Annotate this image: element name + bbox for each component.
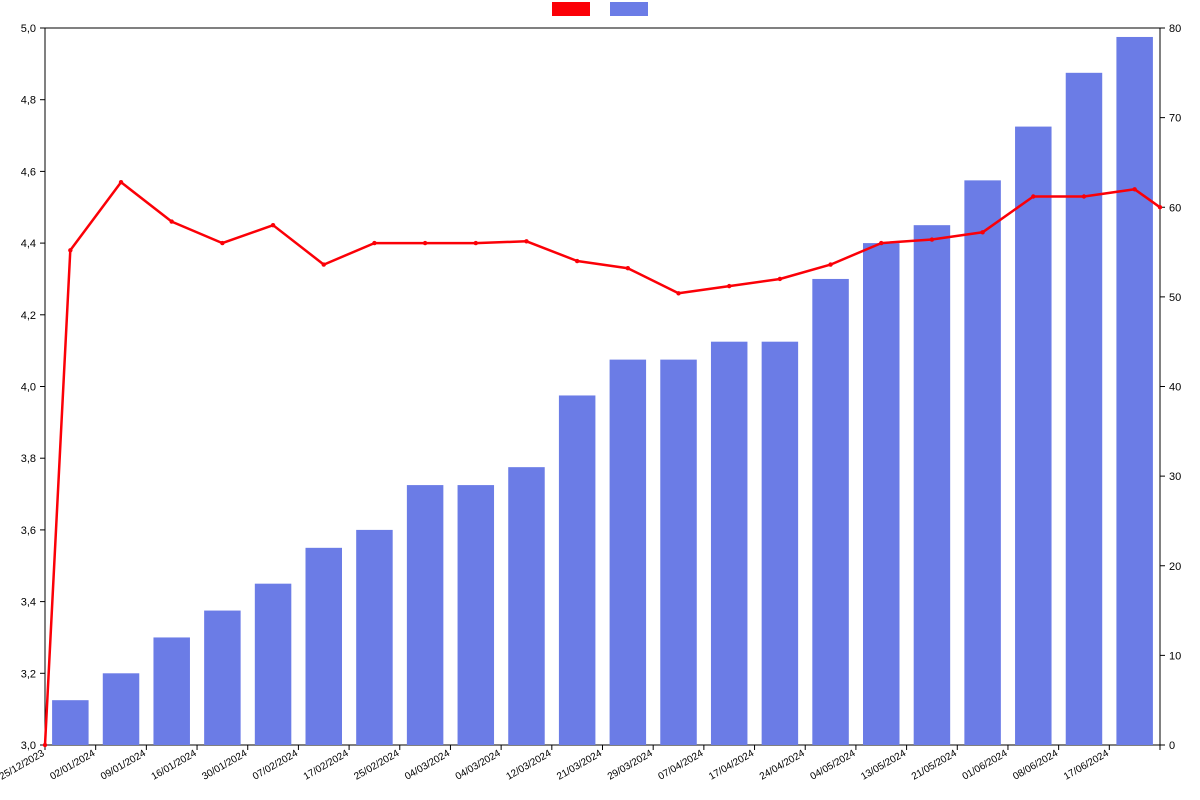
line-marker [372,241,376,245]
y-left-tick-label: 3,6 [21,525,36,537]
bar [711,342,747,745]
y-left-tick-label: 4,2 [21,310,36,322]
line-marker [778,277,782,281]
line-marker [322,262,326,266]
line-marker [879,241,883,245]
y-left-tick-label: 5,0 [21,23,36,35]
y-right-tick-label: 40 [1169,382,1181,394]
chart-svg: 3,0 3,2 3,4 3,6 3,8 4,0 4,2 4,4 4,6 4,8 5,0 0 10 20 30… [0,0,1200,800]
bar [103,673,139,745]
x-tick-label: 17/02/2024 [302,748,351,783]
bar [306,548,342,745]
legend-item-bar [610,2,648,16]
x-tick-label: 08/06/2024 [1011,748,1060,783]
x-tick-label: 17/04/2024 [707,748,756,783]
bar [458,485,494,745]
x-tick-label: 12/03/2024 [504,748,553,783]
y-left-tick-label: 3,2 [21,668,36,680]
y-left-tick-label: 4,6 [21,166,36,178]
line-marker [676,291,680,295]
y-right-tick-label: 10 [1169,650,1181,662]
bar [407,485,443,745]
line-marker [828,262,832,266]
y-right-tick-label: 20 [1169,561,1181,573]
bar [863,243,899,745]
line-marker [119,180,123,184]
combo-chart: 3,0 3,2 3,4 3,6 3,8 4,0 4,2 4,4 4,6 4,8 5,0 0 10 20 30… [0,0,1200,800]
bar [914,225,950,745]
line-marker [930,237,934,241]
y-right-tick-label: 50 [1169,292,1181,304]
bar [610,360,646,745]
line-marker [43,743,47,747]
bar [812,279,848,745]
line-marker [1132,187,1136,191]
x-tick-label: 25/12/2023 [0,748,47,783]
bar [1116,37,1152,745]
line-marker [220,241,224,245]
bar [559,395,595,745]
y-left-tick-label: 3,0 [21,740,36,752]
bar [964,180,1000,745]
line-marker [524,239,528,243]
bar [1066,73,1102,745]
x-tick-label: 17/06/2024 [1062,748,1111,783]
x-tick-label: 01/06/2024 [961,748,1010,783]
x-tick-label: 09/01/2024 [99,748,148,783]
x-tick-label: 25/02/2024 [352,748,401,783]
bar [762,342,798,745]
bar [255,584,291,745]
x-tick-label: 04/03/2024 [403,748,452,783]
x-tick-label: 04/05/2024 [809,748,858,783]
x-tick-label: 13/05/2024 [859,748,908,783]
line-marker [626,266,630,270]
legend-swatch-line [552,2,590,16]
line-marker [170,219,174,223]
x-tick-label: 16/01/2024 [150,748,199,783]
bar [204,611,240,745]
y-left-tick-label: 3,4 [21,597,36,609]
x-tick-label: 04/03/2024 [454,748,503,783]
bar [660,360,696,745]
line-marker [1031,194,1035,198]
line-marker [575,259,579,263]
legend-swatch-bar [610,2,648,16]
bar [52,700,88,745]
bar [153,637,189,745]
x-tick-label: 30/01/2024 [200,748,249,783]
legend [552,2,648,16]
bar [508,467,544,745]
y-right-tick-label: 70 [1169,113,1181,125]
x-tick-label: 21/03/2024 [555,748,604,783]
legend-item-line [552,2,590,16]
y-right-tick-label: 60 [1169,202,1181,214]
line-marker [271,223,275,227]
x-tick-label: 21/05/2024 [910,748,959,783]
y-left-tick-label: 4,8 [21,95,36,107]
y-left-tick-label: 4,0 [21,382,36,394]
line-marker [1158,205,1162,209]
bar [356,530,392,745]
x-tick-label: 02/01/2024 [48,748,97,783]
line-marker [68,248,72,252]
line-marker [474,241,478,245]
y-right-tick-label: 30 [1169,471,1181,483]
x-tick-label: 24/04/2024 [758,748,807,783]
y-right-tick-label: 0 [1169,740,1175,752]
x-tick-label: 07/04/2024 [657,748,706,783]
bar [1015,127,1051,745]
line-marker [980,230,984,234]
x-tick-label: 29/03/2024 [606,748,655,783]
y-left-tick-label: 4,4 [21,238,36,250]
line-marker [727,284,731,288]
x-tick-label: 07/02/2024 [251,748,300,783]
y-right-tick-label: 80 [1169,23,1181,35]
line-marker [1082,194,1086,198]
y-left-tick-label: 3,8 [21,453,36,465]
line-marker [423,241,427,245]
